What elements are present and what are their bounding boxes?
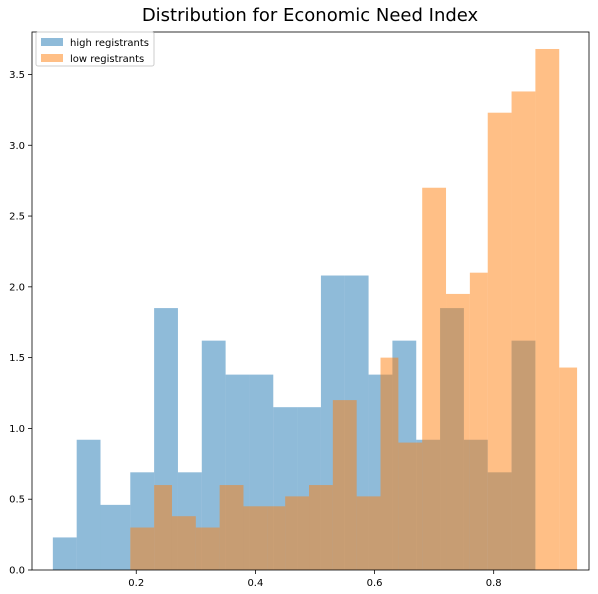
- bar-low-18: [535, 48, 560, 571]
- y-tick-label: 2.0: [9, 282, 25, 293]
- bar-high-1: [76, 439, 101, 570]
- bar-low-14: [446, 293, 470, 570]
- bar-low-3: [195, 527, 220, 570]
- y-axis: 0.0 0.5 1.0 1.5 2.0 2.5 3.0 3.5: [9, 70, 32, 577]
- x-tick-label: 0.8: [486, 578, 502, 589]
- bar-low-0: [130, 527, 155, 570]
- bar-low-10: [356, 496, 381, 570]
- y-tick-label: 2.5: [9, 212, 25, 223]
- legend: high registrants low registrants: [35, 31, 155, 67]
- y-tick-label: 3.5: [9, 70, 25, 81]
- bar-low-16: [487, 112, 512, 570]
- plot-frame: [31, 31, 590, 571]
- x-tick-label: 0.6: [367, 578, 383, 589]
- bar-low-15: [469, 272, 488, 570]
- bar-low-9: [332, 400, 357, 570]
- bar-high-0: [52, 537, 77, 570]
- bar-low-12: [398, 442, 423, 570]
- legend-label-high: high registrants: [70, 38, 149, 49]
- legend-swatch-low: [41, 54, 63, 62]
- bar-low-6: [267, 506, 286, 570]
- bar-low-2: [171, 516, 196, 570]
- bar-low-7: [285, 496, 310, 570]
- bar-low-1: [154, 485, 172, 570]
- y-tick-label: 0.5: [9, 495, 25, 506]
- x-tick-label: 0.4: [247, 578, 263, 589]
- bar-low-19: [559, 367, 578, 570]
- bar-low-13: [422, 187, 447, 571]
- bar-low-8: [309, 485, 333, 570]
- chart-title: Distribution for Economic Need Index: [142, 5, 479, 26]
- y-tick-label: 3.0: [9, 141, 25, 152]
- bar-low-4: [219, 485, 244, 570]
- x-axis: 0.2 0.4 0.6 0.8: [128, 570, 502, 589]
- bar-low-17: [511, 91, 536, 571]
- y-tick-label: 1.0: [9, 424, 25, 435]
- bar-high-2: [100, 504, 131, 570]
- x-tick-label: 0.2: [128, 578, 144, 589]
- legend-label-low: low registrants: [70, 54, 144, 65]
- y-tick-label: 1.5: [9, 353, 25, 364]
- legend-swatch-high: [41, 38, 63, 46]
- histogram-bars: [52, 48, 578, 571]
- legend-box: [35, 31, 155, 67]
- y-tick-label: 0.0: [9, 566, 25, 577]
- bar-low-11: [380, 357, 399, 570]
- bar-low-5: [243, 506, 268, 570]
